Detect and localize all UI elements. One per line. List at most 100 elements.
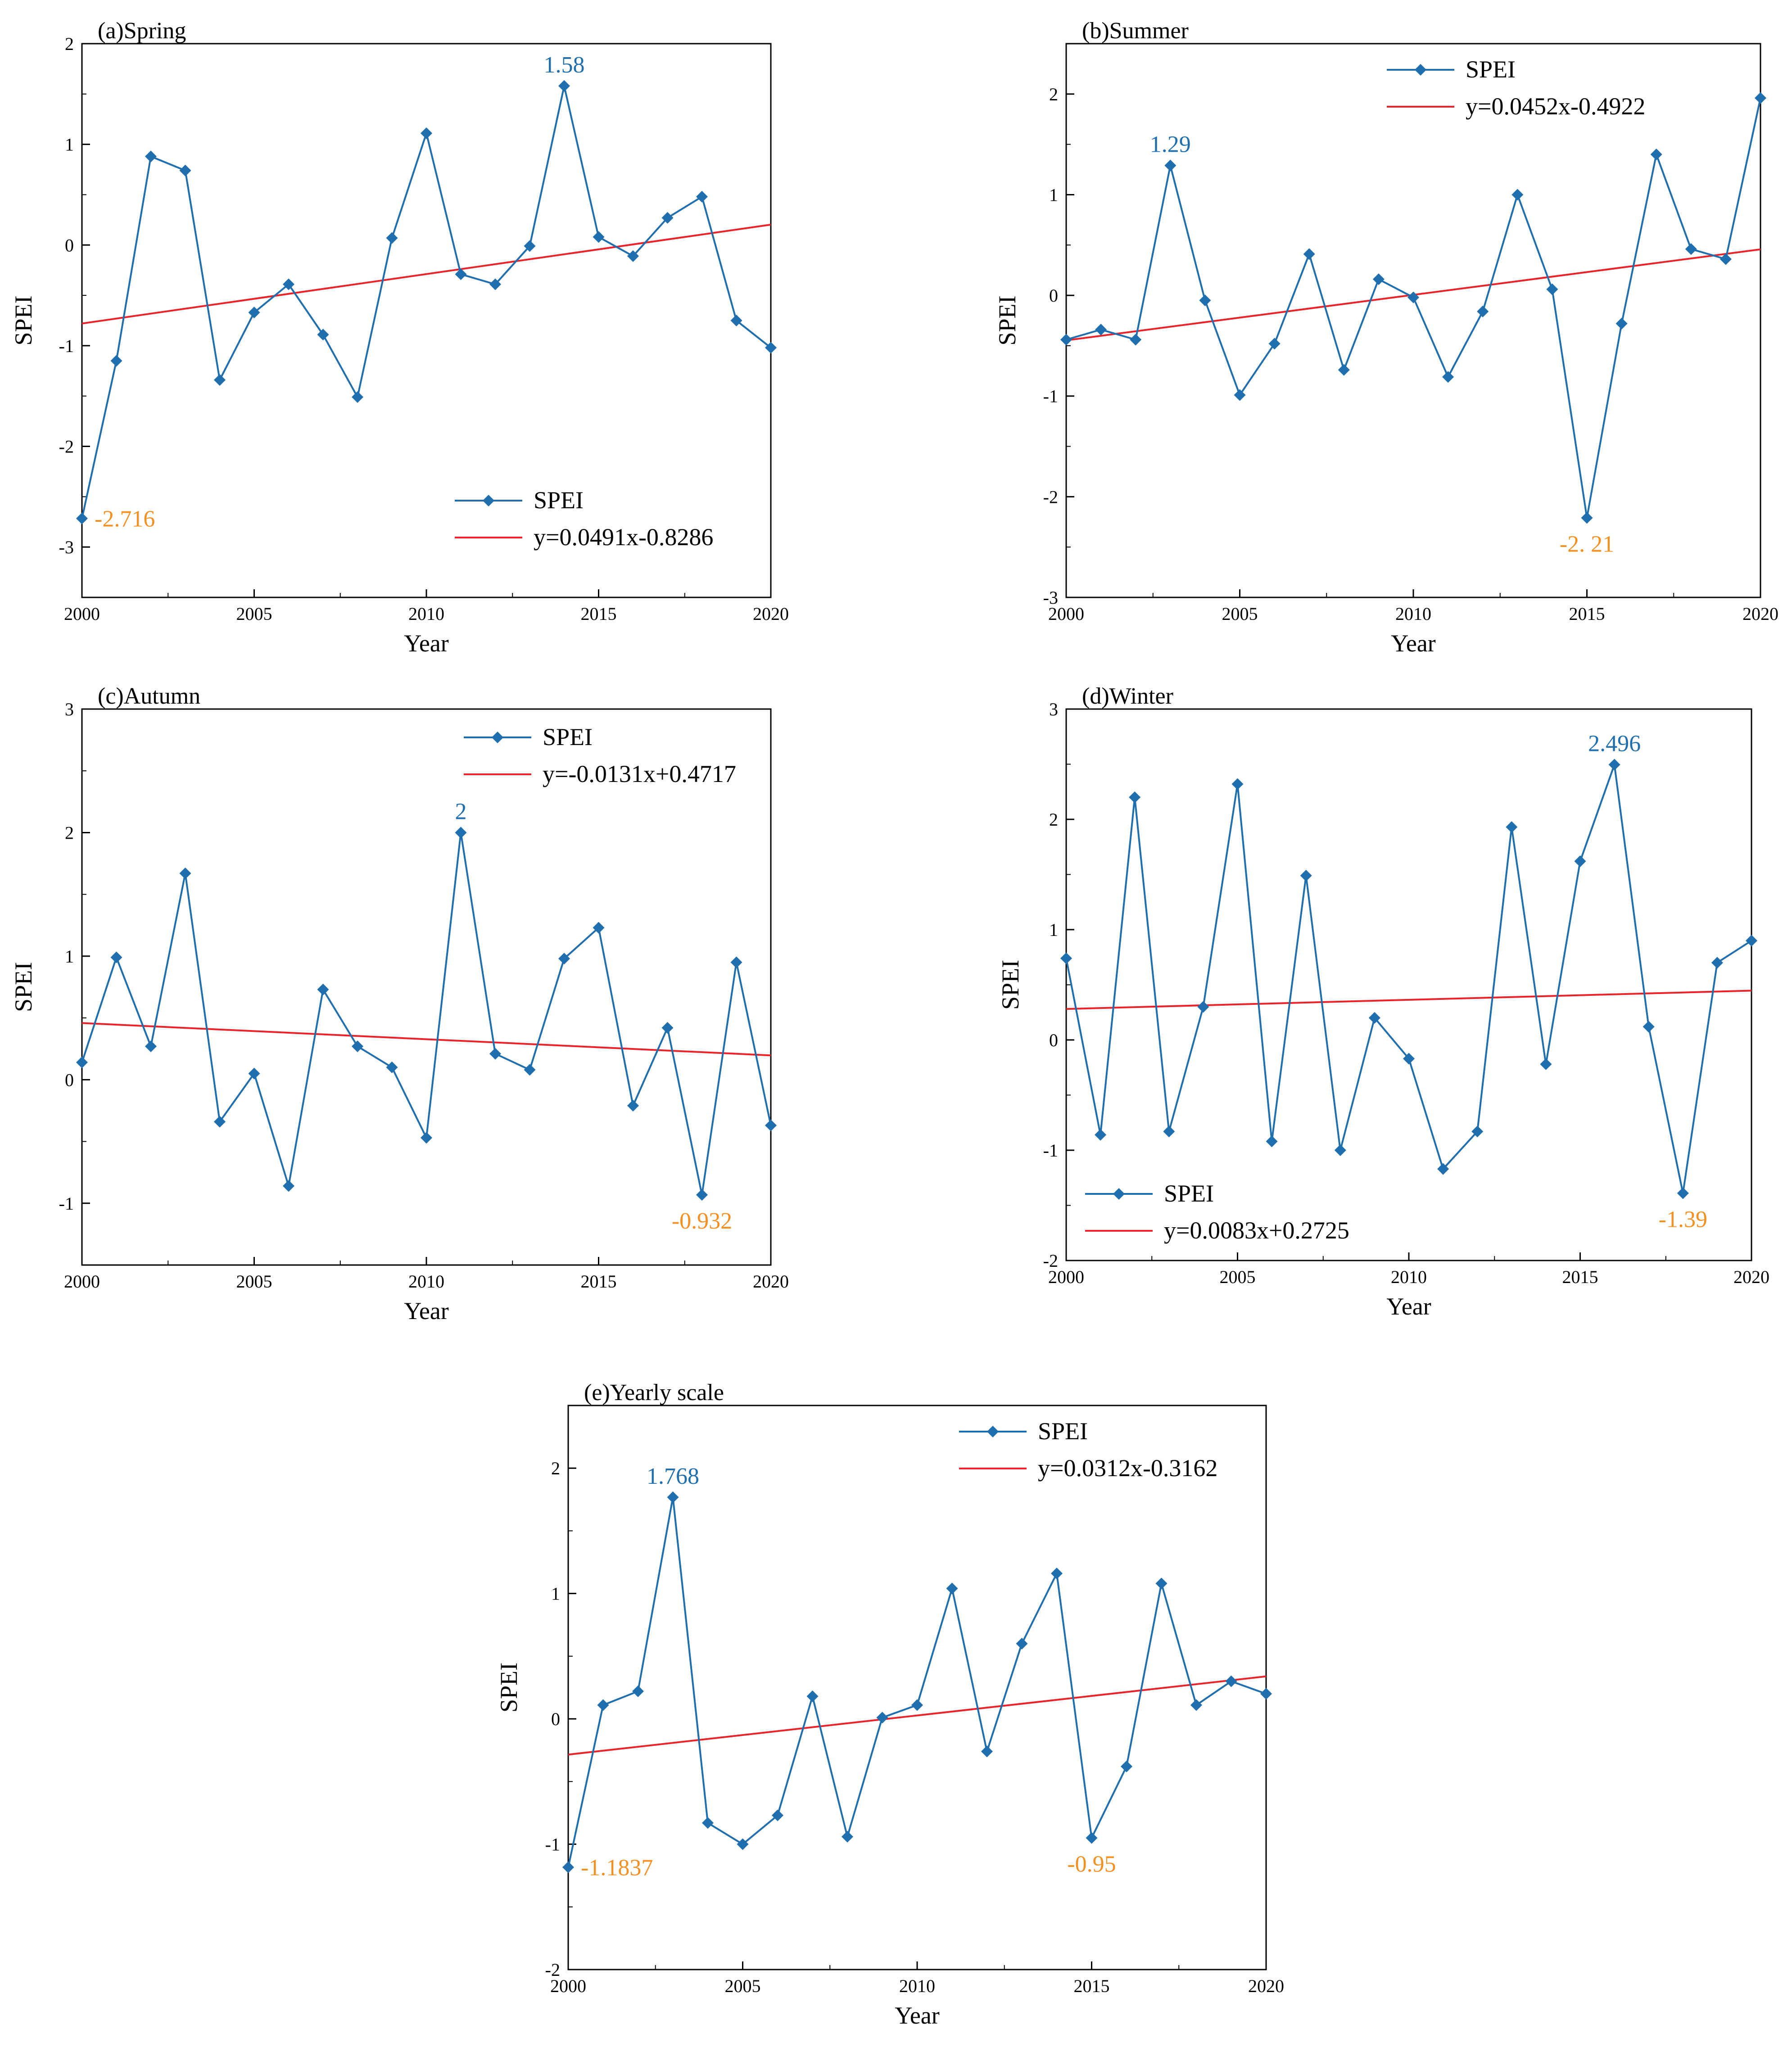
spei-data-point xyxy=(1060,334,1072,346)
spei-data-point xyxy=(1303,248,1315,260)
spei-data-point xyxy=(524,240,536,252)
chart-title: (e)Yearly scale xyxy=(584,1380,724,1405)
spei-data-point xyxy=(1442,371,1454,383)
legend-trend-label: y=-0.0131x+0.4717 xyxy=(543,760,736,787)
spei-data-point xyxy=(1407,291,1419,303)
spei-data-point xyxy=(421,127,432,140)
spei-data-point xyxy=(1234,389,1246,401)
spei-data-point xyxy=(737,1838,749,1850)
spei-data-point xyxy=(1334,1144,1346,1156)
y-tick-label: -2 xyxy=(1043,487,1058,507)
y-tick-label: 1 xyxy=(1049,185,1058,205)
spei-data-point xyxy=(1095,1129,1107,1141)
value-annotation: -2.716 xyxy=(95,506,155,532)
plot-frame xyxy=(1065,43,1761,598)
x-tick-label: 2005 xyxy=(1222,604,1258,624)
plot-frame xyxy=(81,43,772,598)
value-annotation: 1.58 xyxy=(544,52,585,78)
spei-data-point xyxy=(562,1861,574,1873)
x-tick-label: 2005 xyxy=(1220,1267,1256,1287)
spei-data-point xyxy=(1720,253,1732,265)
spei-data-point xyxy=(1095,324,1107,336)
spei-data-point xyxy=(558,80,570,92)
x-axis-label: Year xyxy=(1386,1293,1431,1320)
y-axis-label: SPEI xyxy=(997,960,1024,1010)
spei-data-point xyxy=(214,1116,226,1128)
spei-data-point xyxy=(352,391,363,403)
x-tick-label: 2015 xyxy=(581,604,617,624)
spei-series-line xyxy=(81,86,772,519)
x-tick-label: 2015 xyxy=(581,1271,617,1292)
spei-data-point xyxy=(489,1048,501,1060)
y-tick-label: 3 xyxy=(65,699,74,719)
spei-data-point xyxy=(593,231,605,243)
spei-data-point xyxy=(1685,243,1697,255)
spei-data-point xyxy=(1540,1058,1552,1070)
spei-data-point xyxy=(317,329,329,341)
legend: SPEI y=0.0491x-0.8286 xyxy=(455,487,713,551)
spei-data-point xyxy=(1225,1675,1237,1687)
y-tick-label: 1 xyxy=(551,1584,560,1604)
x-tick-label: 2005 xyxy=(725,1976,761,1996)
y-tick-label: 0 xyxy=(1049,1030,1058,1050)
x-tick-label: 2000 xyxy=(550,1976,586,1996)
chart-title: (b)Summer xyxy=(1082,18,1189,44)
spei-data-point xyxy=(730,956,742,968)
chart-panel-1: (b)Summer 2000 2005 2010 2015 2020 -3 -2 -1 0 1 2 Ye… xyxy=(994,18,1778,657)
trend-line xyxy=(568,1675,1266,1756)
chart-panel-3: (d)Winter 2000 2005 2010 2015 2020 -2 -1 0 1 2 3 Yea… xyxy=(997,683,1769,1320)
y-tick-label: -1 xyxy=(1043,386,1058,407)
spei-data-point xyxy=(1677,1187,1689,1199)
value-annotation: -2. 21 xyxy=(1560,531,1614,557)
spei-data-point xyxy=(1616,317,1628,330)
chart-panel-0: (a)Spring 2000 2005 2010 2015 2020 -3 -2 -1 0 1 2 Ye… xyxy=(10,18,789,657)
spei-data-point xyxy=(1581,512,1593,524)
y-tick-label: -1 xyxy=(59,336,74,356)
spei-data-point xyxy=(179,164,191,176)
spei-data-point xyxy=(524,1064,536,1076)
spei-data-point xyxy=(597,1699,609,1711)
y-tick-label: -2 xyxy=(545,1960,560,1980)
spei-data-point xyxy=(702,1817,714,1829)
spei-data-point xyxy=(696,190,708,203)
y-tick-label: -3 xyxy=(1043,587,1058,608)
spei-data-point xyxy=(76,512,88,524)
spei-data-point xyxy=(145,1040,157,1053)
spei-data-point xyxy=(1197,1001,1209,1013)
spei-series-line xyxy=(567,1497,1267,1868)
legend-trend-label: y=0.0312x-0.3162 xyxy=(1038,1455,1217,1482)
x-tick-label: 2005 xyxy=(236,604,272,624)
chart-panel-2: (c)Autumn 2000 2005 2010 2015 2020 -1 0 1 2 3 Year S… xyxy=(10,683,789,1324)
y-tick-label: 2 xyxy=(65,34,74,54)
y-tick-label: 2 xyxy=(65,822,74,843)
x-tick-label: 2010 xyxy=(1395,604,1431,624)
plot-frame xyxy=(81,708,772,1266)
spei-data-point xyxy=(455,268,467,280)
spei-data-point xyxy=(1060,952,1072,964)
spei-data-point xyxy=(772,1809,783,1821)
x-axis-label: Year xyxy=(404,630,449,657)
legend-spei-marker xyxy=(1113,1188,1125,1200)
spei-data-point xyxy=(765,342,777,354)
y-axis-label: SPEI xyxy=(994,295,1021,345)
legend: SPEI y=0.0312x-0.3162 xyxy=(959,1418,1217,1482)
spei-data-point xyxy=(1190,1699,1202,1711)
spei-data-point xyxy=(806,1690,819,1702)
spei-data-point xyxy=(730,315,742,326)
x-tick-label: 2005 xyxy=(236,1271,272,1292)
x-tick-label: 2000 xyxy=(1048,1267,1084,1287)
spei-data-point xyxy=(661,212,674,224)
x-tick-label: 2015 xyxy=(1569,604,1605,624)
spei-data-point xyxy=(248,1067,260,1080)
spei-data-point xyxy=(145,150,157,163)
spei-data-point xyxy=(876,1712,888,1724)
spei-data-point xyxy=(1266,1135,1278,1148)
value-annotation: -1.1837 xyxy=(581,1855,653,1881)
y-tick-label: 1 xyxy=(65,946,74,967)
y-tick-label: 2 xyxy=(551,1458,560,1478)
spei-data-point xyxy=(179,868,191,880)
spei-data-point xyxy=(1121,1760,1132,1772)
y-tick-label: 0 xyxy=(551,1709,560,1729)
spei-data-point xyxy=(842,1830,853,1843)
